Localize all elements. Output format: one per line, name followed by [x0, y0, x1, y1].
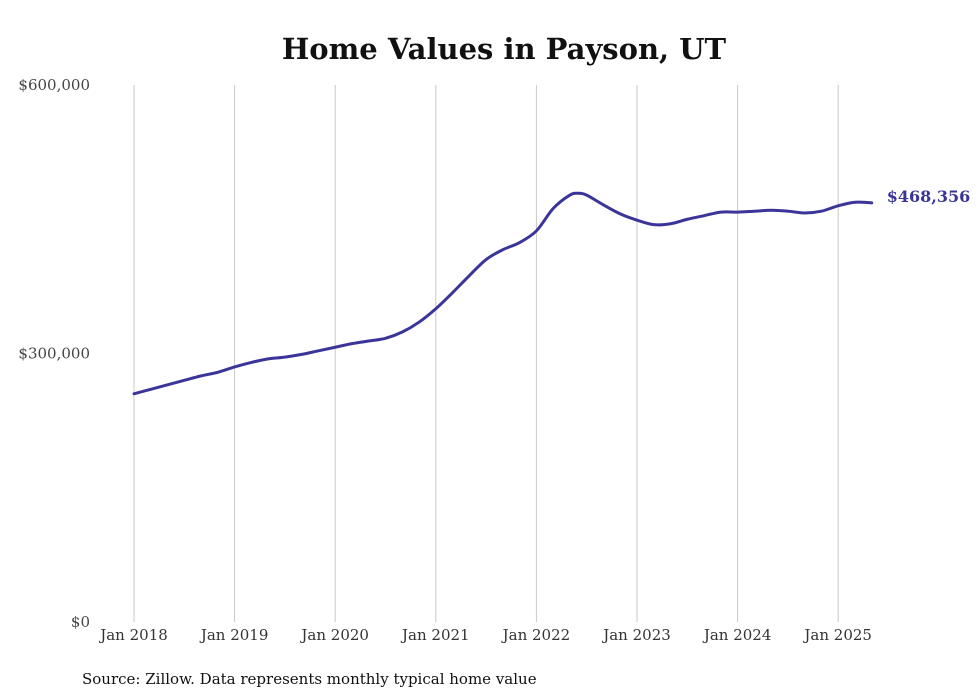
- gridlines: [133, 85, 839, 622]
- x-tick-label: Jan 2025: [802, 626, 872, 644]
- y-axis-ticks: $0 $300,000 $600,000: [18, 76, 90, 631]
- x-tick-label: Jan 2020: [299, 626, 369, 644]
- series-line-home-value: [132, 191, 874, 396]
- chart-title: Home Values in Payson, UT: [282, 32, 727, 66]
- x-tick-label: Jan 2021: [400, 626, 470, 644]
- y-tick-label: $600,000: [18, 76, 90, 94]
- x-tick-label: Jan 2022: [501, 626, 571, 644]
- y-tick-label: $300,000: [18, 345, 90, 363]
- x-tick-label: Jan 2018: [98, 626, 168, 644]
- end-value-label: $468,356: [887, 187, 971, 206]
- x-tick-label: Jan 2024: [702, 626, 772, 644]
- source-note: Source: Zillow. Data represents monthly …: [82, 670, 537, 688]
- y-tick-label: $0: [71, 613, 90, 631]
- x-axis-ticks: Jan 2018 Jan 2019 Jan 2020 Jan 2021 Jan 2022…: [98, 626, 872, 644]
- x-tick-label: Jan 2023: [601, 626, 671, 644]
- x-tick-label: Jan 2019: [199, 626, 269, 644]
